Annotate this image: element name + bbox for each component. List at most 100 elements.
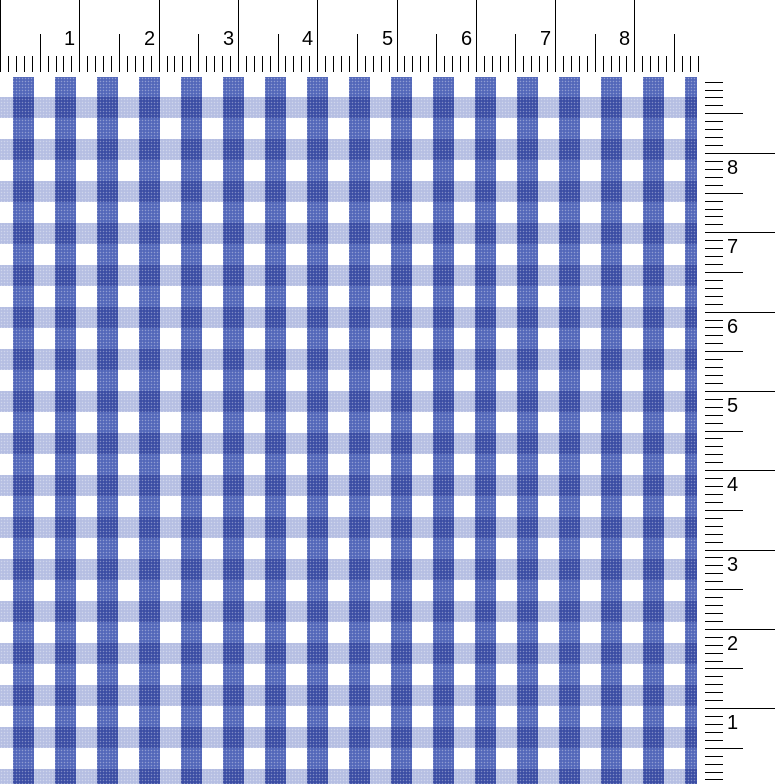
ruler-tick bbox=[705, 645, 723, 646]
ruler-label: 2 bbox=[727, 633, 739, 655]
ruler-tick bbox=[705, 597, 723, 598]
ruler-tick bbox=[119, 34, 120, 72]
ruler-tick bbox=[705, 557, 723, 558]
ruler-tick bbox=[666, 56, 667, 72]
ruler-tick bbox=[317, 0, 318, 72]
ruler-tick bbox=[705, 478, 723, 479]
ruler-tick bbox=[254, 56, 255, 72]
ruler-tick bbox=[420, 56, 421, 72]
ruler-tick bbox=[705, 169, 723, 170]
ruler-tick bbox=[523, 56, 524, 72]
ruler-tick bbox=[48, 56, 49, 72]
ruler-tick bbox=[705, 550, 775, 551]
ruler-tick bbox=[444, 56, 445, 72]
ruler-tick bbox=[705, 470, 775, 471]
ruler-tick bbox=[705, 224, 723, 225]
ruler-tick bbox=[301, 56, 302, 72]
ruler-tick bbox=[705, 375, 723, 376]
ruler-label: 8 bbox=[619, 28, 631, 50]
ruler-tick bbox=[705, 438, 723, 439]
ruler-tick bbox=[705, 748, 743, 749]
ruler-tick bbox=[705, 240, 723, 241]
ruler-tick bbox=[705, 700, 723, 701]
ruler-tick bbox=[642, 56, 643, 72]
ruler-tick bbox=[705, 534, 723, 535]
ruler-label: 7 bbox=[540, 28, 552, 50]
ruler-tick bbox=[626, 56, 627, 72]
ruler-tick bbox=[595, 34, 596, 72]
ruler-tick bbox=[492, 56, 493, 72]
ruler-tick bbox=[705, 637, 723, 638]
ruler-tick bbox=[603, 56, 604, 72]
ruler-tick bbox=[143, 56, 144, 72]
ruler-tick bbox=[705, 653, 723, 654]
ruler-tick bbox=[705, 573, 723, 574]
ruler-tick bbox=[135, 56, 136, 72]
ruler-tick bbox=[705, 185, 723, 186]
ruler-tick bbox=[365, 56, 366, 72]
ruler-tick bbox=[341, 56, 342, 72]
ruler-tick bbox=[190, 56, 191, 72]
ruler-tick bbox=[705, 661, 723, 662]
ruler-tick bbox=[412, 56, 413, 72]
ruler-tick bbox=[705, 161, 723, 162]
ruler-tick bbox=[508, 56, 509, 72]
ruler-tick bbox=[705, 740, 723, 741]
ruler-tick bbox=[705, 272, 743, 273]
ruler-tick bbox=[705, 177, 723, 178]
ruler-tick bbox=[270, 56, 271, 72]
ruler-tick bbox=[705, 82, 723, 83]
ruler-tick bbox=[8, 56, 9, 72]
ruler-tick bbox=[571, 56, 572, 72]
ruler-tick bbox=[309, 56, 310, 72]
ruler-tick bbox=[381, 56, 382, 72]
ruler-tick bbox=[705, 756, 723, 757]
ruler-tick bbox=[682, 56, 683, 72]
ruler-tick bbox=[698, 56, 699, 72]
ruler-tick bbox=[705, 565, 723, 566]
ruler-tick bbox=[476, 0, 477, 72]
ruler-tick bbox=[127, 56, 128, 72]
ruler-tick bbox=[650, 56, 651, 72]
ruler-label: 2 bbox=[144, 28, 156, 50]
ruler-tick bbox=[705, 343, 723, 344]
ruler-tick bbox=[705, 296, 723, 297]
ruler-tick bbox=[579, 56, 580, 72]
ruler-tick bbox=[705, 621, 723, 622]
ruler-tick bbox=[705, 351, 743, 352]
ruler-tick bbox=[705, 486, 723, 487]
ruler-tick bbox=[705, 209, 723, 210]
right-ruler: 8 7 6 5 4 3 2 1 bbox=[700, 72, 775, 784]
ruler-label: 3 bbox=[727, 554, 739, 576]
ruler-tick bbox=[428, 56, 429, 72]
ruler-tick bbox=[705, 391, 775, 392]
ruler-tick bbox=[705, 90, 723, 91]
ruler-tick bbox=[79, 0, 80, 72]
ruler-tick bbox=[333, 56, 334, 72]
ruler-tick bbox=[230, 56, 231, 72]
ruler-tick bbox=[705, 312, 775, 313]
ruler-tick bbox=[484, 56, 485, 72]
ruler-tick bbox=[349, 56, 350, 72]
ruler-tick bbox=[705, 779, 723, 780]
ruler-tick bbox=[705, 232, 775, 233]
ruler-tick bbox=[587, 56, 588, 72]
ruler-tick bbox=[705, 526, 723, 527]
ruler-tick bbox=[206, 56, 207, 72]
ruler-tick bbox=[547, 56, 548, 72]
top-ruler: 1 2 3 4 5 6 7 8 bbox=[0, 0, 700, 72]
ruler-tick bbox=[238, 0, 239, 72]
ruler-tick bbox=[174, 56, 175, 72]
ruler-tick bbox=[500, 56, 501, 72]
ruler-label: 8 bbox=[727, 157, 739, 179]
ruler-tick bbox=[452, 56, 453, 72]
ruler-tick bbox=[705, 105, 723, 106]
ruler-tick bbox=[705, 129, 723, 130]
ruler-tick bbox=[515, 34, 516, 72]
ruler-tick bbox=[56, 56, 57, 72]
ruler-tick bbox=[246, 56, 247, 72]
ruler-tick bbox=[705, 724, 723, 725]
ruler-tick bbox=[705, 137, 723, 138]
ruler-tick bbox=[214, 56, 215, 72]
ruler-tick bbox=[658, 56, 659, 72]
